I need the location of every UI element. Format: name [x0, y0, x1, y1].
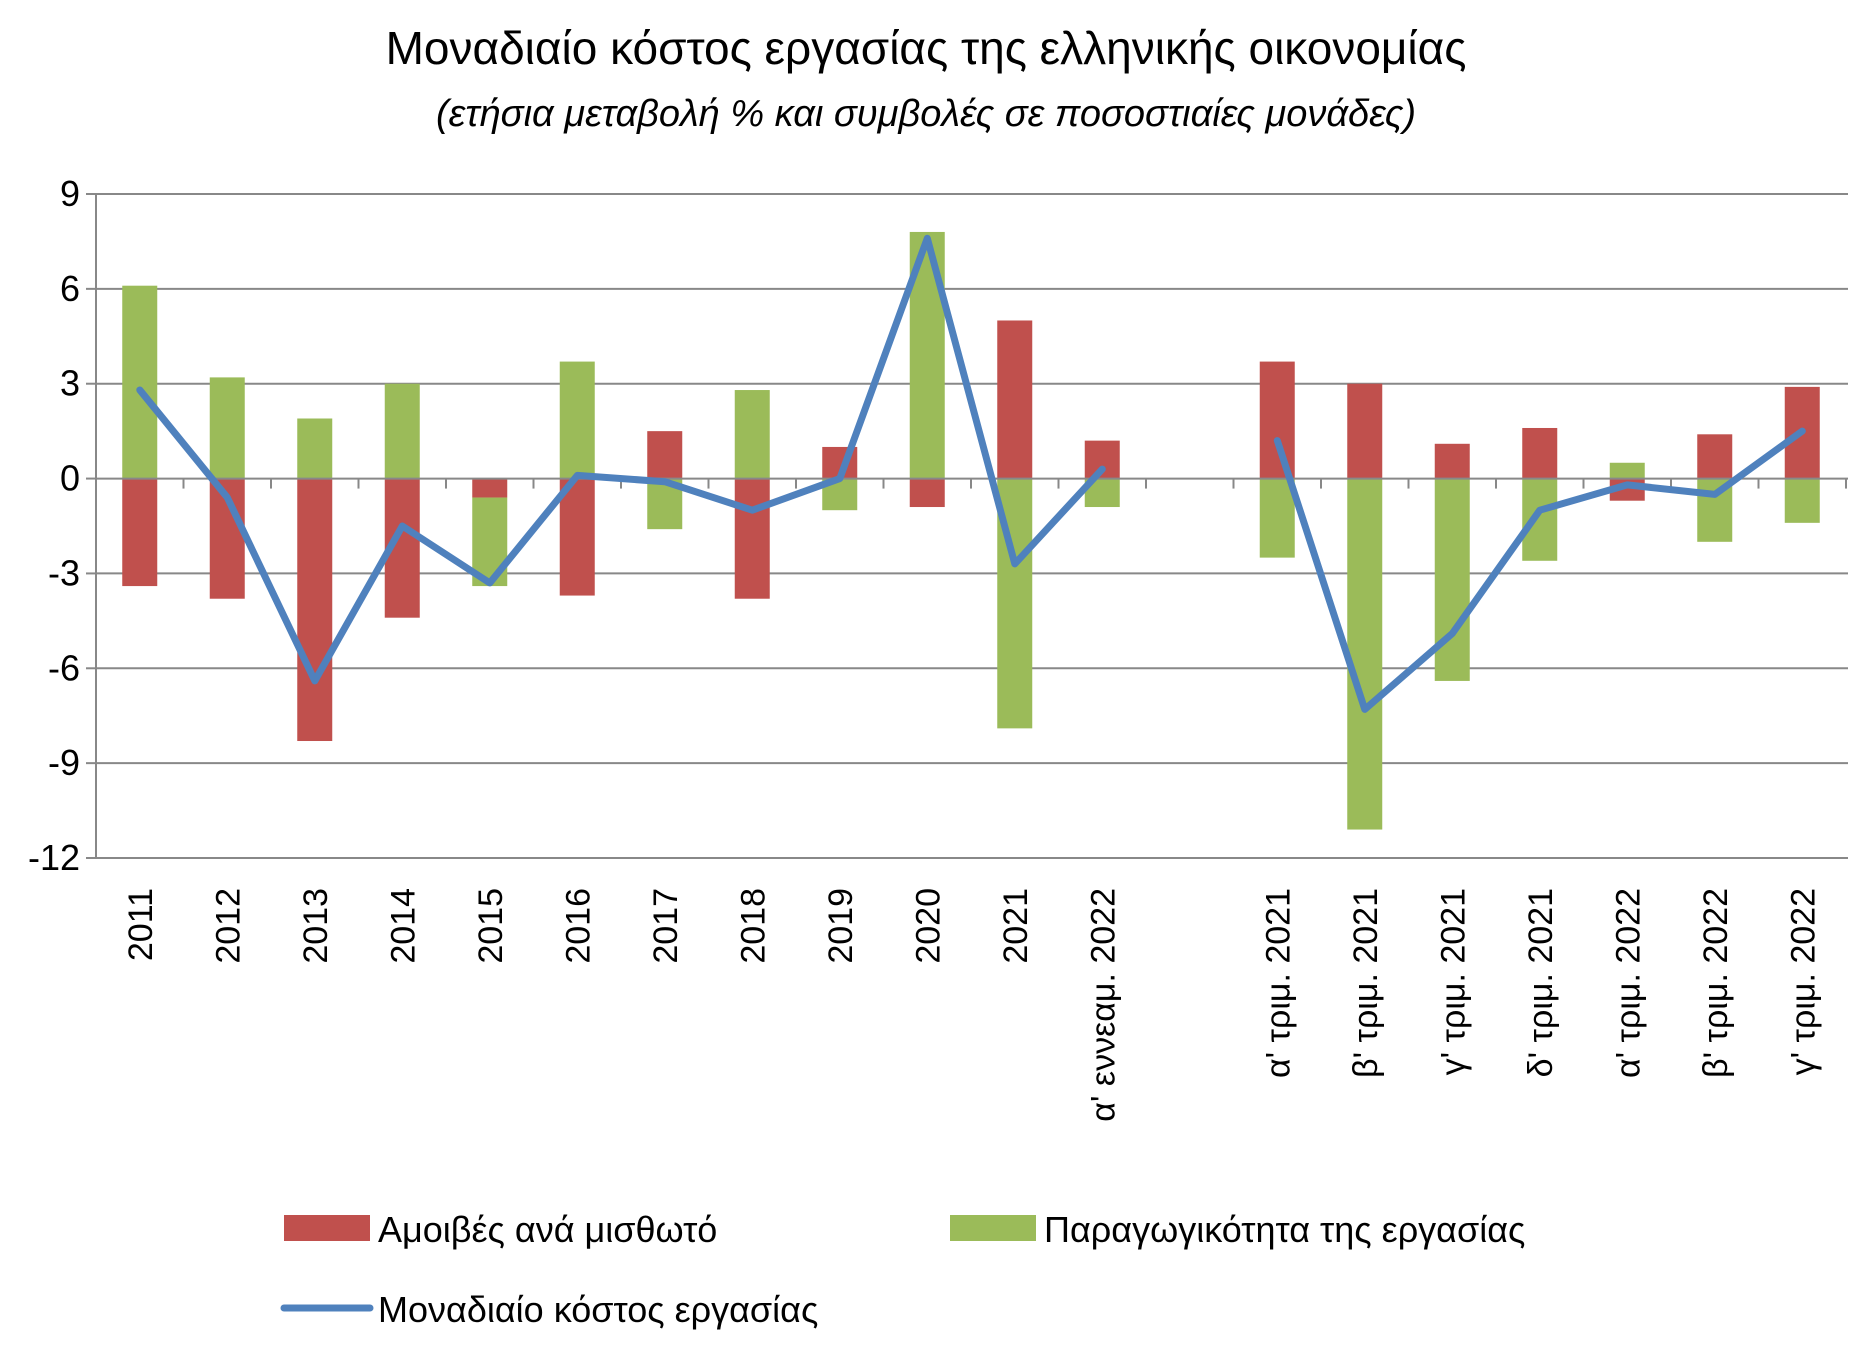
x-category-label: 2013 — [297, 888, 335, 964]
x-category-label: 2015 — [472, 888, 510, 964]
bar-compensation — [1347, 383, 1383, 479]
bars — [122, 231, 1820, 830]
x-axis-labels: 2011 2012 2013 2014 2015 2016 2017 2018 2019 2020… — [122, 888, 1823, 1122]
legend: Αμοιβές ανά μισθωτό Παραγωγικότητα της ερ… — [280, 1209, 1525, 1330]
bar-compensation — [1434, 443, 1470, 479]
y-tick-label: -6 — [48, 647, 80, 688]
chart-subtitle: (ετήσια μεταβολή % και συμβολές σε ποσοσ… — [436, 93, 1416, 135]
legend-label: Μοναδιαίο κόστος εργασίας — [378, 1289, 818, 1330]
bar-productivity — [1434, 478, 1470, 681]
y-tick-label: -3 — [48, 552, 80, 593]
x-category-label: β' τριμ. 2022 — [1697, 888, 1735, 1078]
x-category-label: α' τριμ. 2021 — [1259, 888, 1297, 1078]
x-category-label: γ' τριμ. 2021 — [1434, 888, 1472, 1075]
bar-productivity — [384, 383, 420, 479]
y-tick-label: 3 — [60, 363, 80, 404]
bar-compensation — [472, 478, 508, 498]
bar-productivity — [1784, 478, 1820, 523]
line-series — [136, 234, 1806, 713]
x-category-label: β' τριμ. 2021 — [1347, 888, 1385, 1078]
x-category-label: 2012 — [209, 888, 247, 964]
legend-label: Παραγωγικότητα της εργασίας — [1044, 1209, 1525, 1250]
bar-compensation — [909, 478, 945, 508]
bar-compensation — [1522, 427, 1558, 479]
bar-compensation — [1697, 434, 1733, 479]
y-tick-label: 9 — [60, 173, 80, 214]
bar-productivity — [1347, 478, 1383, 830]
bar-productivity — [297, 418, 333, 479]
bar-compensation — [122, 478, 158, 587]
chart-title: Μοναδιαίο κόστος εργασίας της ελληνικής … — [386, 22, 1467, 74]
bar-productivity — [1259, 478, 1295, 558]
legend-swatch — [950, 1215, 1036, 1241]
bar-productivity — [734, 390, 770, 479]
x-category-label: 2011 — [122, 888, 160, 961]
x-category-label: 2018 — [734, 888, 772, 964]
axes — [95, 194, 1848, 858]
x-category-label: 2014 — [384, 888, 422, 964]
y-tick-label: -12 — [28, 837, 80, 878]
y-axis-ticks: 9 6 3 0 -3 -6 -9 -12 — [28, 173, 96, 878]
x-category-label: δ' τριμ. 2021 — [1522, 888, 1560, 1077]
bar-productivity — [1522, 478, 1558, 561]
x-category-label: 2017 — [647, 888, 685, 964]
bar-compensation — [1259, 361, 1295, 479]
bar-productivity — [209, 377, 245, 479]
y-tick-label: 6 — [60, 268, 80, 309]
bar-compensation — [734, 478, 770, 599]
legend-label: Αμοιβές ανά μισθωτό — [378, 1209, 717, 1250]
grid-lines — [96, 193, 1848, 859]
bar-productivity — [122, 285, 158, 479]
bar-productivity — [559, 361, 595, 479]
bar-compensation — [647, 431, 683, 479]
x-category-label: γ' τριμ. 2022 — [1784, 888, 1822, 1075]
line-unit-labour-cost — [136, 234, 1106, 685]
x-category-label: 2016 — [559, 888, 597, 964]
x-category-label: 2021 — [997, 888, 1035, 964]
bar-compensation — [297, 478, 333, 742]
y-tick-label: -9 — [48, 742, 80, 783]
x-category-label: 2020 — [909, 888, 947, 964]
bar-compensation — [997, 320, 1033, 479]
x-category-label: α' εννεαμ. 2022 — [1084, 888, 1122, 1122]
x-category-label: α' τριμ. 2022 — [1609, 888, 1647, 1078]
x-category-label: 2019 — [822, 888, 860, 964]
bar-productivity — [1609, 462, 1645, 479]
y-tick-label: 0 — [60, 458, 80, 499]
line-unit-labour-cost — [1273, 427, 1806, 713]
bar-compensation — [559, 478, 595, 596]
legend-swatch — [284, 1215, 370, 1241]
